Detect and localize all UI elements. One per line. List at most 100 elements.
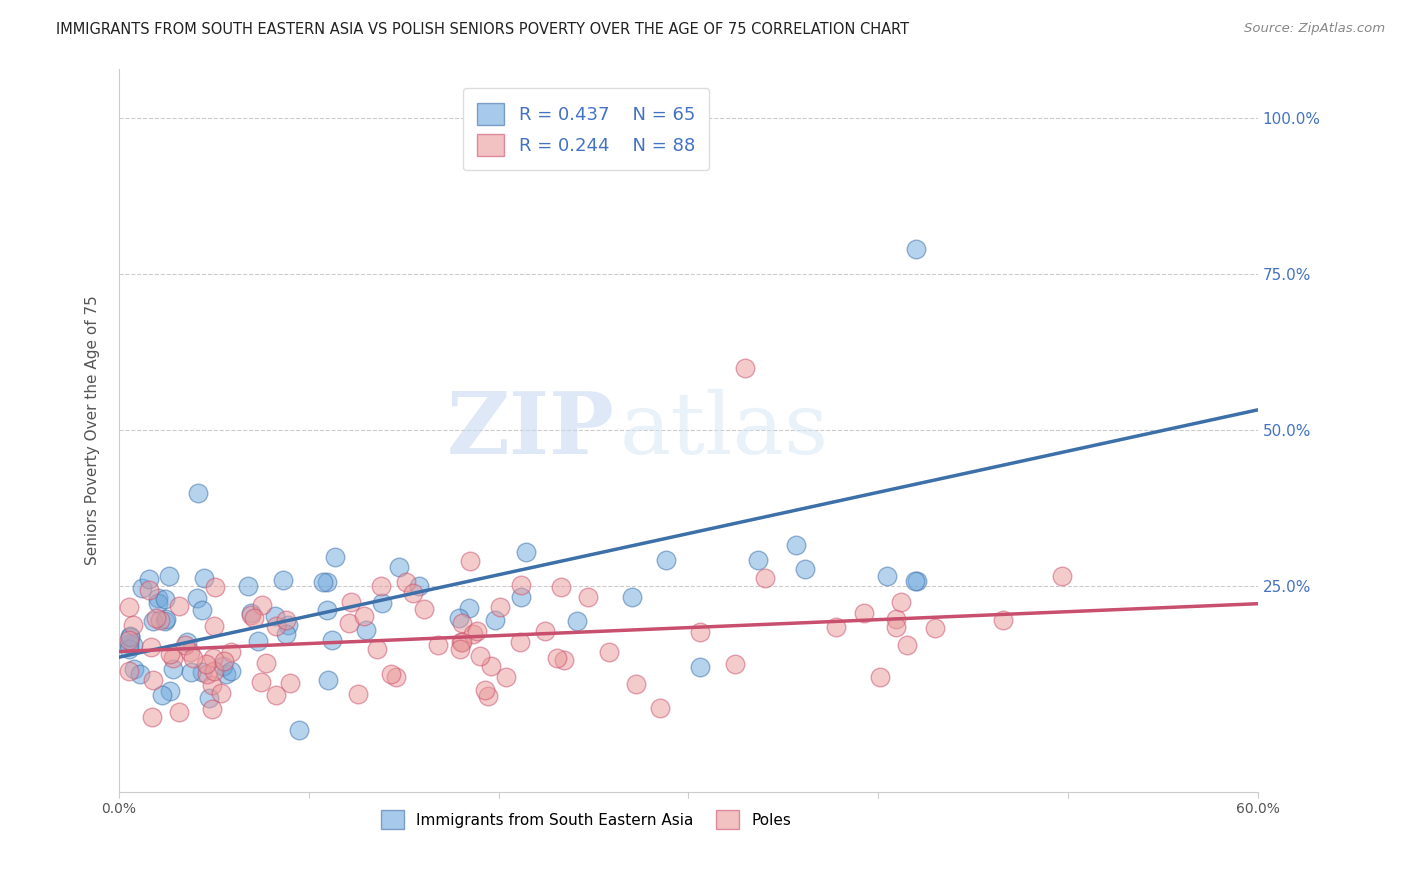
Point [1341,625,1364,640]
Point [598,645,620,659]
Point [181,651,204,665]
Point [853,606,876,620]
Point [219,664,242,678]
Y-axis label: Seniors Poverty Over the Age of 75: Seniors Poverty Over the Age of 75 [86,295,100,566]
Text: atlas: atlas [620,389,830,472]
Point [624,676,647,690]
Point [468,648,491,663]
Point [117,664,139,678]
Point [129,667,152,681]
Point [138,583,160,598]
Point [219,645,242,659]
Point [204,580,226,594]
Point [201,650,224,665]
Point [1341,610,1364,624]
Point [890,595,912,609]
Point [131,581,153,595]
Point [264,619,287,633]
Point [576,590,599,604]
Point [212,658,235,673]
Text: IMMIGRANTS FROM SOUTH EASTERN ASIA VS POLISH SENIORS POVERTY OVER THE AGE OF 75 : IMMIGRANTS FROM SOUTH EASTERN ASIA VS PO… [56,22,910,37]
Point [785,538,807,552]
Point [450,634,472,648]
Point [323,549,346,564]
Point [1050,568,1073,582]
Point [141,640,163,654]
Point [395,575,418,590]
Point [214,654,236,668]
Point [167,705,190,719]
Point [173,638,195,652]
Point [146,591,169,605]
Point [896,638,918,652]
Point [187,485,209,500]
Point [190,665,212,680]
Point [353,609,375,624]
Point [388,560,411,574]
Point [509,635,531,649]
Point [655,553,678,567]
Text: Source: ZipAtlas.com: Source: ZipAtlas.com [1244,22,1385,36]
Point [117,642,139,657]
Point [321,632,343,647]
Point [413,602,436,616]
Point [155,612,177,626]
Point [150,688,173,702]
Point [474,683,496,698]
Point [278,676,301,690]
Point [734,360,756,375]
Point [254,656,277,670]
Point [157,568,180,582]
Point [274,613,297,627]
Point [515,545,537,559]
Point [249,675,271,690]
Point [565,614,588,628]
Point [117,637,139,651]
Point [180,665,202,679]
Point [689,660,711,674]
Point [194,657,217,671]
Point [145,611,167,625]
Point [141,710,163,724]
Point [426,638,449,652]
Point [724,657,747,672]
Point [124,661,146,675]
Point [479,658,502,673]
Point [246,634,269,648]
Point [153,592,176,607]
Point [467,624,489,639]
Point [162,662,184,676]
Point [484,614,506,628]
Point [117,600,139,615]
Point [315,603,337,617]
Point [186,591,208,605]
Point [825,620,848,634]
Point [366,642,388,657]
Point [201,678,224,692]
Point [905,243,928,257]
Point [118,629,141,643]
Point [402,585,425,599]
Point [273,573,295,587]
Point [264,689,287,703]
Point [869,670,891,684]
Point [176,635,198,649]
Point [495,670,517,684]
Point [620,591,643,605]
Point [200,702,222,716]
Point [903,574,925,588]
Point [546,651,568,665]
Point [884,611,907,625]
Point [202,665,225,679]
Point [236,579,259,593]
Point [450,635,472,649]
Point [179,645,201,659]
Point [138,572,160,586]
Point [461,627,484,641]
Point [924,621,946,635]
Point [153,615,176,629]
Point [380,667,402,681]
Point [117,633,139,648]
Point [447,611,470,625]
Point [263,609,285,624]
